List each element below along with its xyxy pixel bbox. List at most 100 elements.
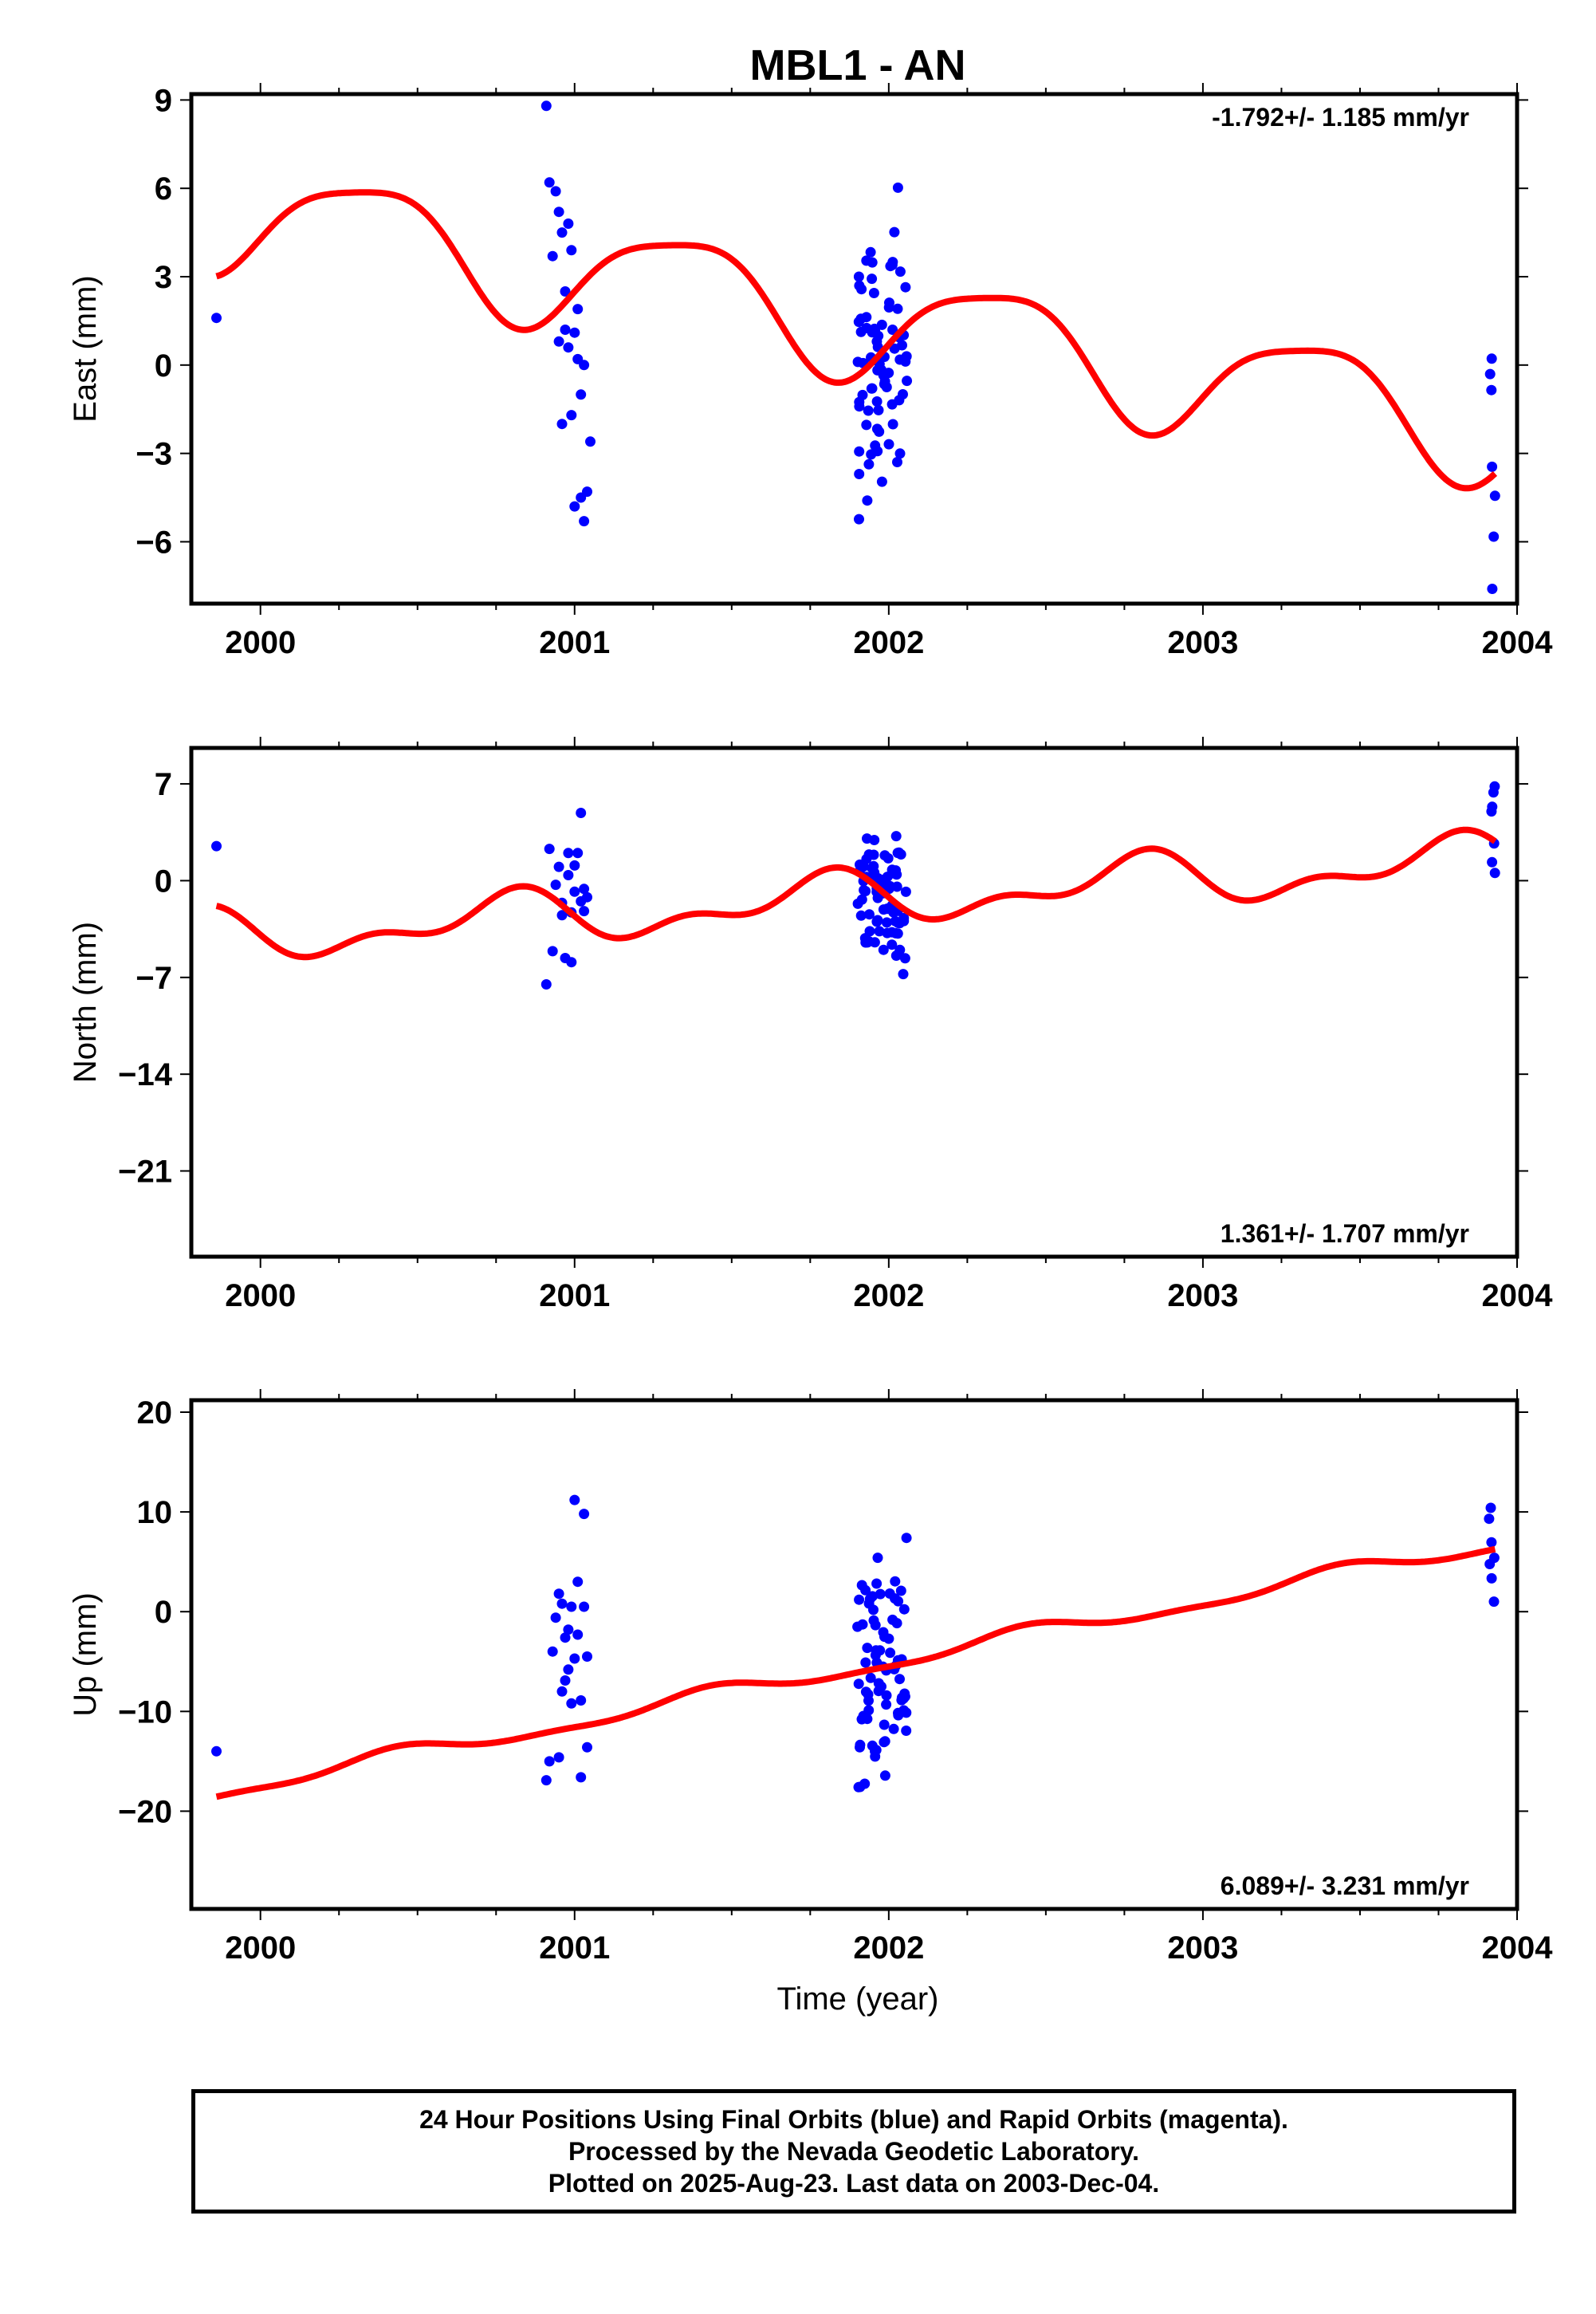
north-y-tick-label: −14: [118, 1057, 173, 1092]
east-data-point: [889, 226, 900, 238]
up-data-point: [894, 1674, 905, 1685]
north-data-point: [867, 863, 878, 874]
east-data-point: [867, 257, 878, 268]
up-data-point: [550, 1612, 561, 1623]
up-data-point: [873, 1678, 884, 1689]
up-data-point: [863, 1705, 875, 1716]
east-y-axis-label: East (mm): [68, 275, 103, 422]
east-data-point: [894, 448, 906, 459]
up-y-tick-label: 0: [155, 1595, 172, 1630]
east-data-point: [892, 303, 903, 314]
up-data-point: [582, 1741, 592, 1753]
east-data-point: [1487, 461, 1498, 472]
up-data-point: [867, 1591, 878, 1602]
up-x-tick-label: 2004: [1482, 1930, 1554, 1966]
north-data-point: [572, 848, 584, 859]
north-y-tick-label: −7: [136, 961, 172, 996]
up-data-point: [556, 1686, 568, 1697]
up-data-point: [859, 1778, 871, 1789]
up-data-point: [871, 1578, 883, 1589]
east-data-point: [853, 271, 864, 282]
north-data-point: [1489, 868, 1500, 879]
east-data-point: [866, 449, 877, 460]
up-data-point: [1486, 1572, 1497, 1584]
east-data-point: [855, 313, 867, 325]
north-data-point: [547, 946, 558, 957]
east-data-point: [579, 360, 590, 371]
east-data-point: [892, 457, 902, 467]
north-data-point: [563, 870, 574, 880]
north-data-point: [890, 831, 902, 842]
east-data-point: [868, 288, 879, 298]
up-data-point: [854, 1594, 865, 1605]
north-data-point: [1488, 787, 1499, 798]
up-rate-label: 6.089+/- 3.231 mm/yr: [1221, 1871, 1469, 1900]
up-data-point: [576, 1772, 587, 1783]
north-y-axis-label: North (mm): [68, 922, 103, 1083]
north-data-point: [882, 903, 893, 915]
east-data-point: [579, 516, 590, 527]
north-data-point: [890, 950, 902, 961]
up-data-point: [541, 1775, 552, 1786]
north-data-point: [883, 852, 894, 864]
east-data-point: [560, 325, 571, 335]
up-x-tick-label: 2001: [539, 1930, 610, 1966]
up-y-axis-label: Up (mm): [68, 1592, 103, 1717]
up-x-tick-label: 2003: [1167, 1930, 1238, 1966]
north-data-point: [878, 875, 889, 885]
east-data-point: [572, 304, 584, 315]
east-data-point: [854, 514, 864, 525]
up-data-point: [883, 1633, 894, 1644]
north-data-point: [556, 910, 568, 921]
up-y-tick-label: −20: [118, 1794, 172, 1829]
east-y-tick-label: 6: [155, 171, 172, 207]
east-data-point: [566, 410, 577, 421]
up-data-point: [860, 1584, 871, 1596]
footer-line-3: Plotted on 2025-Aug-23. Last data on 200…: [548, 2169, 1160, 2198]
up-data-point: [898, 1705, 910, 1716]
north-data-point: [859, 884, 870, 895]
up-data-point: [891, 1618, 902, 1629]
up-data-point: [901, 1533, 912, 1544]
up-data-point: [211, 1745, 222, 1757]
east-marks: [211, 100, 1500, 594]
north-data-point: [891, 881, 902, 892]
up-data-point: [852, 1621, 863, 1632]
north-x-tick-label: 2001: [539, 1278, 610, 1313]
east-data-point: [900, 281, 911, 293]
east-data-point: [883, 439, 894, 450]
north-data-point: [211, 840, 222, 852]
east-data-point: [866, 383, 877, 394]
east-data-point: [856, 284, 867, 295]
footer-box: 24 Hour Positions Using Final Orbits (bl…: [191, 2089, 1516, 2214]
east-data-point: [556, 419, 568, 430]
north-data-point: [541, 979, 552, 990]
up-data-point: [553, 1752, 564, 1763]
up-data-point: [885, 1647, 896, 1659]
north-data-point: [871, 916, 883, 927]
north-data-point: [898, 969, 909, 980]
north-y-tick-label: −21: [118, 1155, 172, 1190]
north-x-tick-label: 2002: [853, 1278, 924, 1313]
up-data-point: [566, 1698, 577, 1709]
north-marks: [211, 781, 1500, 990]
east-x-tick-label: 2000: [225, 625, 296, 660]
up-marks: [211, 1494, 1500, 1800]
up-data-point: [572, 1576, 584, 1588]
up-data-point: [893, 1596, 904, 1607]
east-data-point: [889, 343, 900, 354]
up-data-point: [862, 1643, 873, 1654]
up-y-tick-label: 10: [137, 1495, 173, 1530]
east-data-point: [863, 458, 875, 470]
east-data-point: [869, 323, 880, 334]
east-data-point: [861, 419, 872, 431]
north-data-point: [569, 860, 580, 871]
east-data-point: [873, 404, 884, 415]
east-rate-label: -1.792+/- 1.185 mm/yr: [1212, 103, 1469, 132]
up-data-point: [890, 1576, 901, 1587]
north-x-tick-label: 2004: [1482, 1278, 1554, 1313]
up-data-point: [895, 1585, 906, 1596]
up-panel: 2000 2001 2002 2003 2004 −20 −10 0 10 20 Up (mm) 6.…: [68, 1389, 1553, 1966]
east-data-point: [563, 218, 574, 229]
